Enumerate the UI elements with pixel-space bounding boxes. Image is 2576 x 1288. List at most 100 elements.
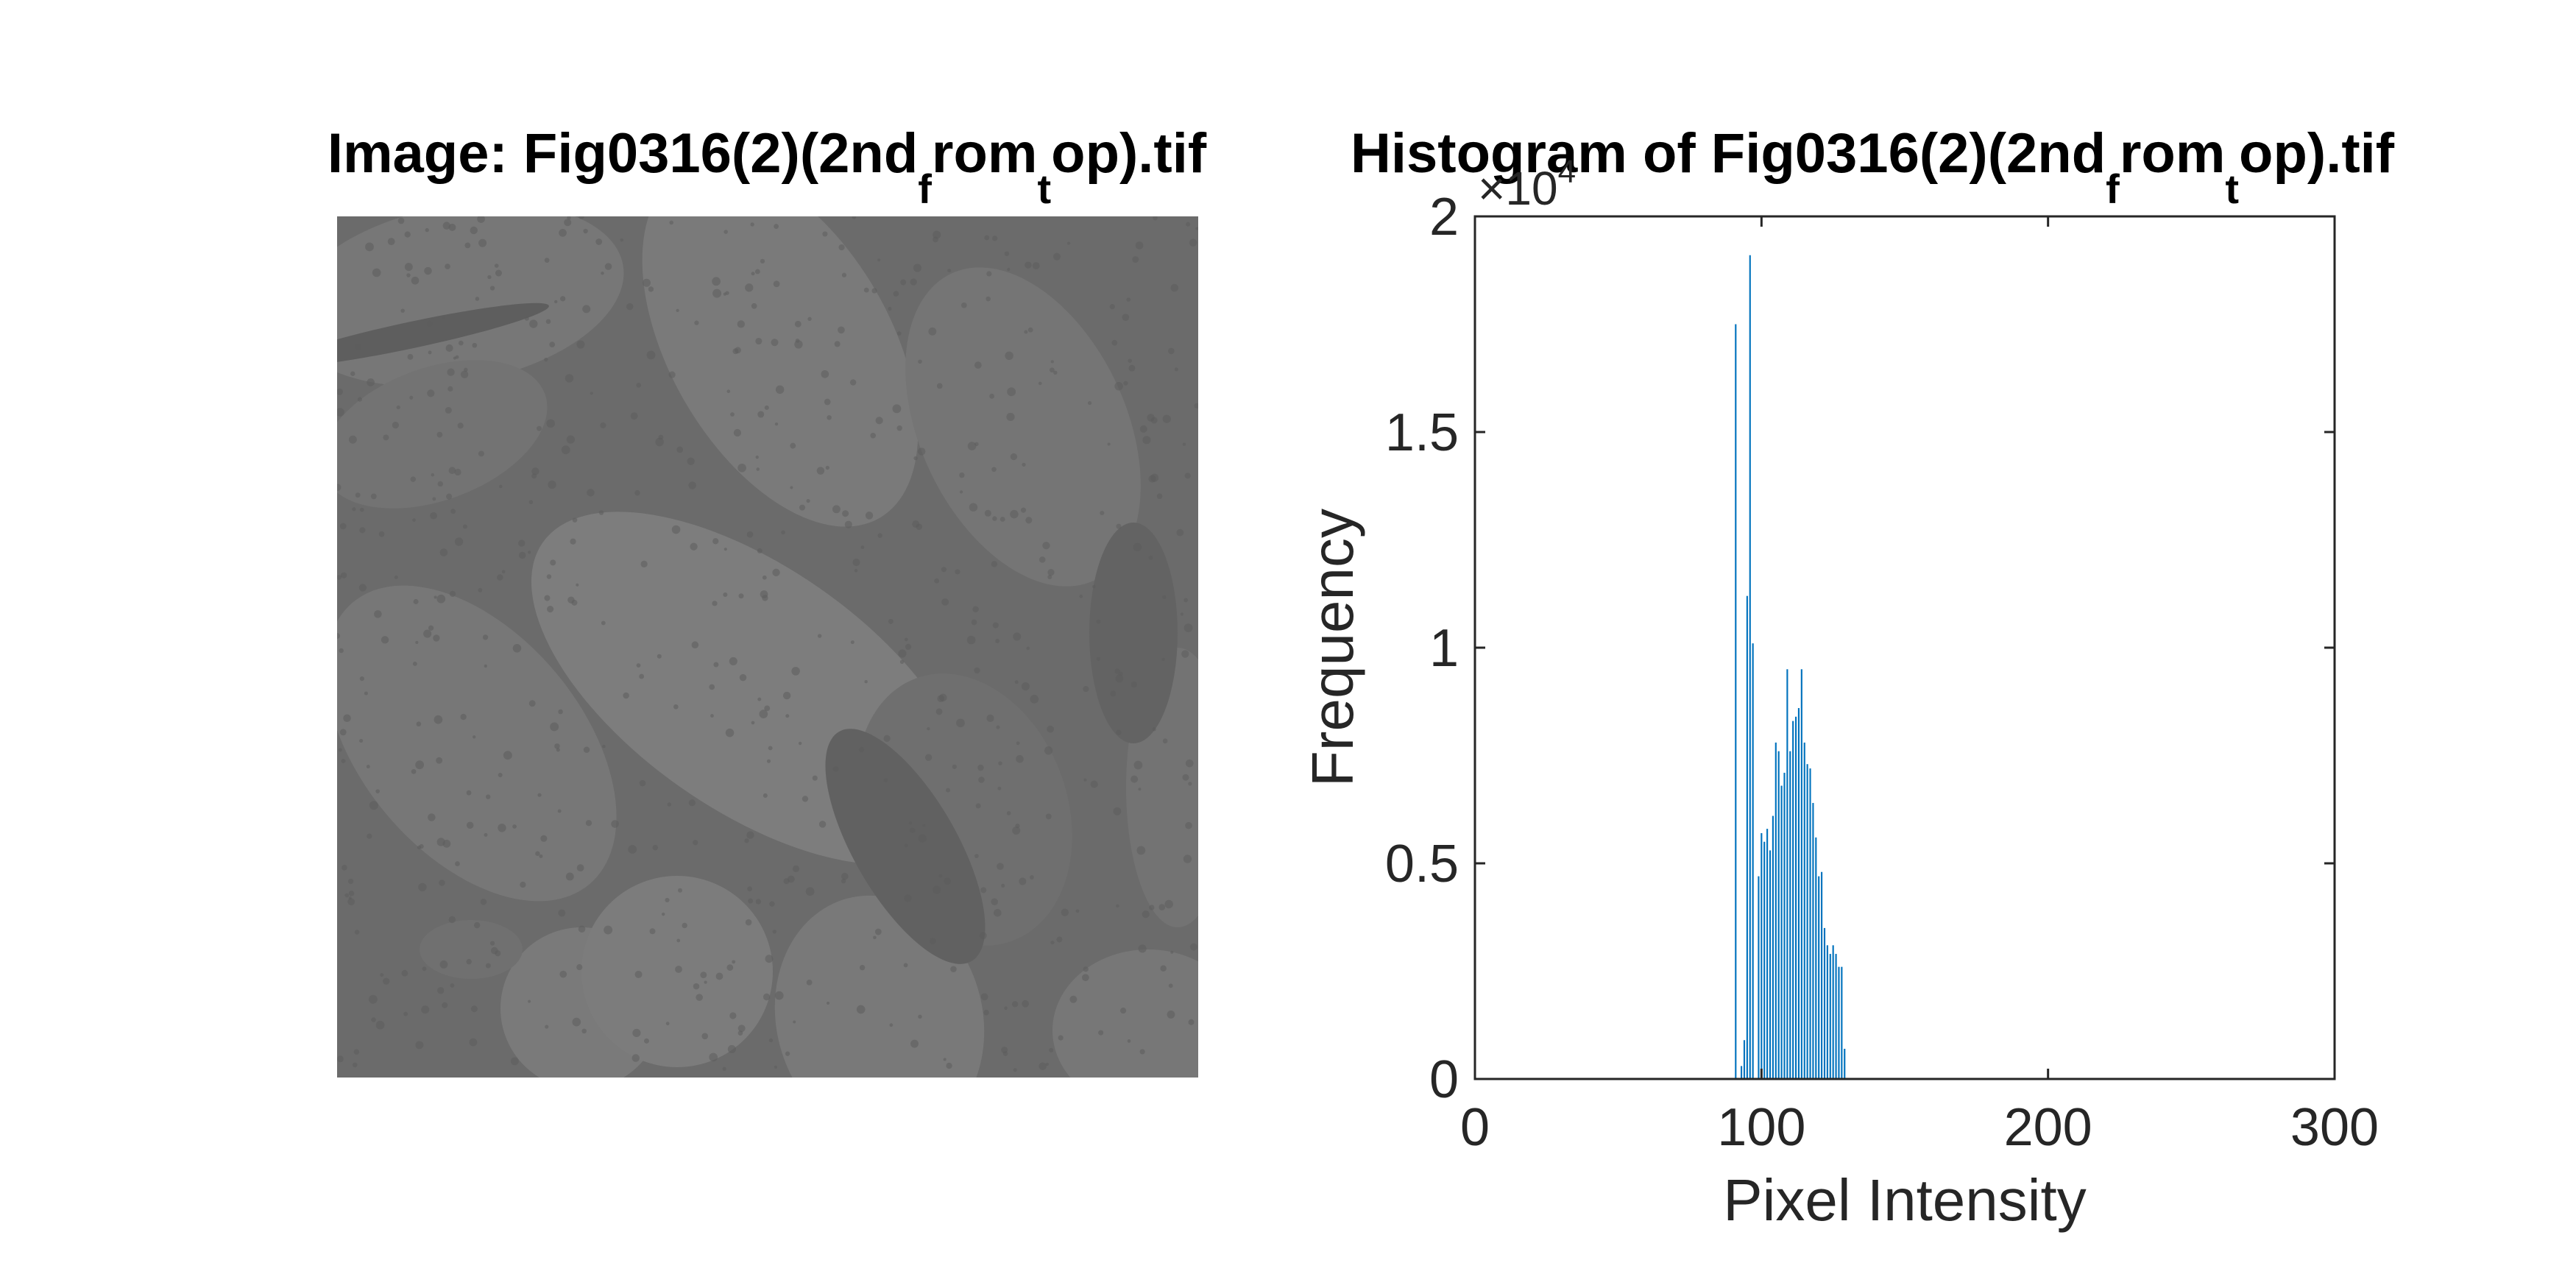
pore-dot [348, 435, 357, 444]
pore-dot [499, 484, 503, 489]
pore-dot [1148, 475, 1156, 483]
pore-dot [969, 503, 978, 512]
pore-dot [860, 545, 865, 549]
pore-dot [528, 551, 531, 554]
pore-dot [710, 714, 714, 718]
pore-dot [576, 964, 583, 971]
pore-dot [900, 279, 907, 286]
pore-dot [367, 378, 375, 386]
x-tick-label: 100 [1717, 1098, 1805, 1157]
pore-dot [1020, 507, 1027, 513]
pore-dot [1135, 241, 1144, 250]
pore-dot [918, 1014, 922, 1019]
pore-dot [518, 551, 526, 559]
pore-dot [729, 1012, 737, 1019]
pore-dot [545, 319, 551, 325]
pore-dot [587, 489, 595, 497]
pore-dot [454, 537, 464, 546]
pore-dot [561, 445, 570, 455]
pore-dot [1050, 941, 1055, 945]
pore-dot [462, 524, 467, 529]
pore-dot [1162, 595, 1167, 600]
pore-dot [1153, 216, 1158, 221]
pore-dot [585, 820, 592, 827]
pore-dot [1091, 584, 1096, 589]
pore-dot [1083, 686, 1089, 693]
pore-dot [896, 425, 902, 431]
pore-dot [1183, 623, 1193, 633]
pore-dot [1007, 267, 1011, 272]
pore-dot [794, 320, 802, 328]
pore-dot [567, 596, 575, 604]
pore-dot [737, 463, 746, 473]
histogram-bar [1777, 751, 1780, 1079]
pore-dot [956, 718, 965, 728]
pore-dot [768, 1038, 774, 1043]
pore-dot [581, 1028, 587, 1034]
pore-dot [816, 467, 825, 475]
pore-dot [755, 455, 759, 459]
histogram-bar [1794, 716, 1797, 1079]
pore-dot [913, 456, 918, 461]
pore-dot [909, 827, 916, 834]
pore-dot [644, 1038, 649, 1044]
pore-dot [547, 605, 554, 613]
pore-dot [1168, 347, 1175, 355]
pore-dot [1188, 782, 1192, 786]
histogram-bar [1838, 966, 1840, 1079]
pore-dot [415, 1041, 424, 1050]
pore-dot [675, 966, 682, 973]
pollen-grain [774, 895, 985, 1078]
pore-dot [913, 263, 921, 272]
pore-dot [1110, 690, 1117, 697]
pore-dot [1038, 381, 1042, 386]
bar-series [1735, 255, 1846, 1079]
pore-dot [727, 1044, 736, 1054]
pore-dot [757, 548, 762, 553]
pore-dot [928, 327, 937, 336]
pore-dot [404, 263, 413, 272]
pore-dot [977, 764, 984, 771]
pore-dot [852, 216, 857, 219]
pore-dot [924, 754, 933, 761]
pore-dot [991, 898, 998, 906]
pore-dot [1116, 523, 1122, 529]
pore-dot [947, 269, 952, 273]
histogram-bar [1761, 832, 1763, 1079]
pore-dot [337, 484, 342, 492]
histogram-bar [1826, 945, 1828, 1079]
pore-dot [739, 673, 747, 682]
pore-dot [733, 428, 742, 437]
pore-dot [668, 371, 676, 378]
pore-dot [648, 286, 654, 292]
pore-dot [1127, 1039, 1131, 1043]
pore-dot [1114, 668, 1120, 674]
pore-dot [696, 994, 703, 1001]
pore-dot [918, 359, 922, 364]
pore-dot [1056, 936, 1063, 943]
pore-dot [1189, 238, 1197, 247]
pore-dot [380, 973, 384, 977]
pore-dot [546, 574, 552, 579]
pore-dot [1139, 1049, 1145, 1055]
histogram-bar [1818, 876, 1820, 1079]
pore-dot [626, 302, 634, 311]
pore-dot [473, 921, 481, 929]
pore-dot [997, 863, 1004, 870]
pore-dot [528, 999, 531, 1003]
pore-dot [785, 1051, 790, 1056]
pore-dot [1022, 999, 1029, 1008]
pore-dot [1050, 360, 1054, 364]
pore-dot [825, 465, 829, 470]
pore-dot [943, 1058, 946, 1061]
histogram-bar [1803, 742, 1805, 1079]
pore-dot [662, 912, 665, 916]
pore-dot [709, 1052, 718, 1062]
pore-dot [576, 864, 584, 872]
pore-dot [529, 319, 538, 328]
pore-dot [974, 442, 979, 447]
pollen-grain [642, 216, 919, 527]
pore-dot [419, 843, 424, 849]
pore-dot [1107, 442, 1111, 446]
pore-dot [560, 296, 566, 302]
